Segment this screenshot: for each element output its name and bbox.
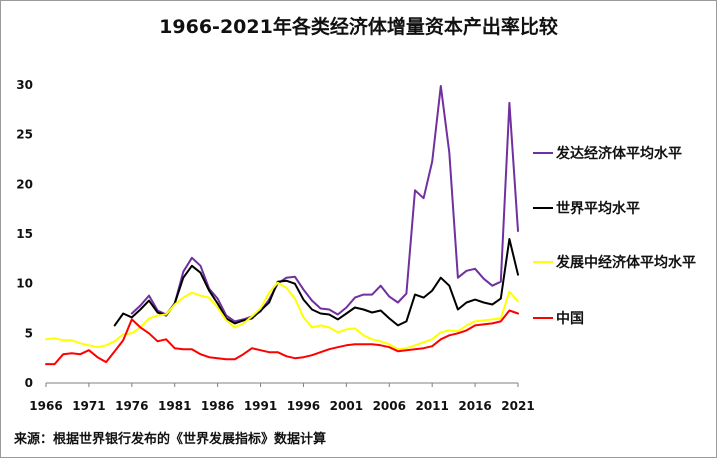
legend-label-1: 世界平均水平 [556, 200, 640, 217]
x-tick-label: 2011 [415, 399, 448, 413]
y-tick-label: 15 [16, 227, 33, 241]
x-tick-label: 2016 [458, 399, 491, 413]
series-line-2 [45, 281, 519, 351]
x-tick-label: 1991 [244, 399, 277, 413]
series-line-1 [113, 238, 519, 327]
x-tick-label: 2001 [330, 399, 363, 413]
x-tick-label: 2006 [373, 399, 406, 413]
chart-title: 1966-2021年各类经济体增量资本产出率比较 [159, 16, 558, 38]
legend-label-3: 中国 [556, 310, 584, 327]
series-line-3 [45, 309, 519, 366]
y-tick-label: 25 [16, 128, 33, 142]
x-tick-label: 1966 [29, 399, 62, 413]
y-tick-label: 10 [16, 277, 33, 291]
y-tick-label: 20 [16, 177, 33, 191]
x-tick-label: 1976 [115, 399, 148, 413]
y-tick-label: 0 [25, 376, 33, 390]
x-tick-label: 2021 [501, 399, 534, 413]
x-tick-label: 1986 [201, 399, 234, 413]
series-line-0 [130, 85, 519, 323]
legend-label-0: 发达经济体平均水平 [555, 145, 682, 162]
y-tick-label: 5 [25, 326, 33, 340]
x-tick-label: 1981 [158, 399, 191, 413]
source-note: 来源：根据世界银行发布的《世界发展指标》数据计算 [14, 432, 327, 447]
axes: 0 5 10 15 20 25 30 1966 1971 1976 1981 1986 1991 1996… [16, 78, 534, 413]
x-tick-label: 1996 [287, 399, 320, 413]
y-tick-label: 30 [16, 78, 33, 92]
legend-label-2: 发展中经济体平均水平 [555, 254, 696, 271]
series-lines [45, 85, 519, 366]
x-tick-label: 1971 [72, 399, 105, 413]
